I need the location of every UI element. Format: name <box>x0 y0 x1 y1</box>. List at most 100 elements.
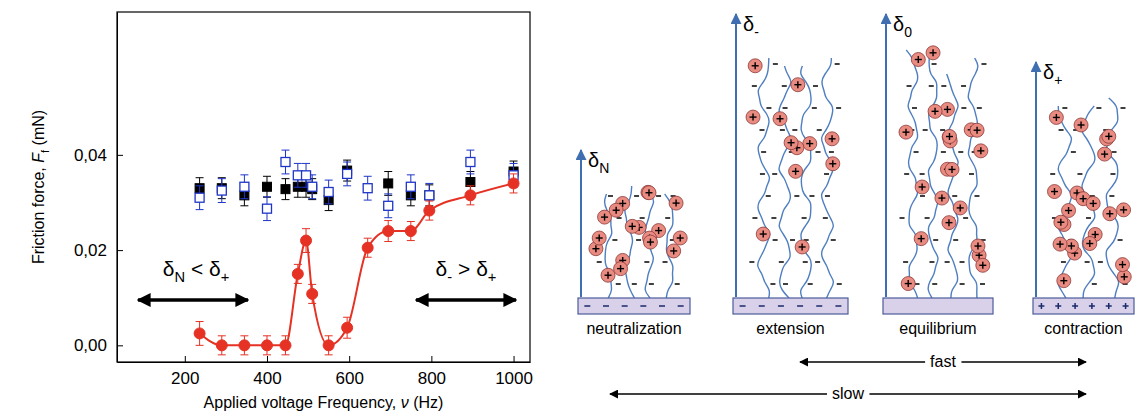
error-bar-cap <box>407 240 415 241</box>
x-tick-label: 1000 <box>495 369 533 388</box>
polymer-chain <box>928 50 938 298</box>
height-arrow <box>885 14 887 297</box>
chain-charge <box>780 129 785 131</box>
counter-ion <box>1083 237 1097 251</box>
ion-circle <box>915 180 929 194</box>
error-bar <box>364 176 372 200</box>
data-point <box>307 288 318 299</box>
counter-ion <box>795 240 809 254</box>
error-bar <box>384 172 392 196</box>
ion-circle <box>826 157 840 171</box>
chain-charge <box>783 107 788 109</box>
x-tick: 600 <box>335 356 363 388</box>
error-bar-cap <box>364 176 372 177</box>
ion-circle <box>953 201 967 215</box>
text-part: extension <box>756 320 825 337</box>
rate-label: slow <box>832 385 864 402</box>
error-bar <box>294 163 302 187</box>
ion-sign <box>795 168 796 175</box>
error-bar-cap <box>218 354 226 355</box>
error-bar-cap <box>343 160 351 161</box>
rate-arrow-group: fast <box>800 353 1086 370</box>
chain-charge <box>1059 129 1064 131</box>
counter-ion <box>914 232 928 246</box>
chain-charge <box>802 217 807 219</box>
ion-circle <box>825 132 839 146</box>
substrate-charge <box>816 305 822 307</box>
ion-circle <box>1054 215 1068 229</box>
substrate <box>883 298 993 314</box>
ion-sign <box>920 235 921 242</box>
ion-sign <box>947 106 948 113</box>
text-part: δ <box>1043 61 1054 83</box>
chain-charge <box>920 173 925 175</box>
data-point <box>262 204 271 213</box>
counter-ion <box>1103 207 1117 221</box>
ion-circle <box>773 112 787 126</box>
chain-charge <box>829 151 834 153</box>
chain-charge <box>1092 283 1097 285</box>
chain-charge <box>904 173 909 175</box>
substrate-charge <box>1074 303 1076 309</box>
chain-charge <box>760 129 765 131</box>
counter-ion <box>976 258 990 272</box>
counter-ion <box>1049 110 1063 124</box>
error-bar-cap <box>364 200 372 201</box>
chain-charge <box>1112 151 1117 153</box>
error-bar-cap <box>196 345 204 346</box>
polymer-chain <box>779 66 791 298</box>
substrate-charge <box>835 305 841 307</box>
counter-ion <box>911 53 925 67</box>
y-tick-mark <box>117 155 123 156</box>
ion-circle <box>935 191 949 205</box>
ion-sign <box>809 140 810 147</box>
counter-ion <box>935 191 949 205</box>
panel-caption: contraction <box>1044 320 1122 337</box>
data-point <box>466 178 475 187</box>
x-tick-mark <box>185 356 186 362</box>
y-axis-line <box>117 13 118 363</box>
error-bar <box>325 180 333 204</box>
counter-ion <box>915 180 929 194</box>
counter-ion <box>592 231 606 245</box>
ion-sign <box>790 139 791 146</box>
chain-charge <box>752 85 757 87</box>
annotation: δN < δ+ <box>163 257 230 285</box>
error-bar-cap <box>343 338 351 339</box>
chain-charge <box>923 129 928 131</box>
error-bar-cap <box>343 317 351 318</box>
panel: δ+contraction <box>1033 61 1134 337</box>
error-bar <box>281 150 289 174</box>
text-part: N <box>599 160 609 176</box>
data-point <box>363 184 372 193</box>
ion-sign <box>1122 261 1123 268</box>
text-part: ν <box>401 394 409 411</box>
chain-charge <box>823 217 828 219</box>
ion-circle <box>1117 270 1131 284</box>
chain-charge <box>980 283 985 285</box>
chain-charge <box>945 261 950 263</box>
x-axis-line <box>118 362 531 363</box>
panel: δ-extension <box>733 13 848 337</box>
ion-circle <box>1053 237 1067 251</box>
ion-circle <box>940 102 954 116</box>
ion-circle <box>976 258 990 272</box>
height-label: δ0 <box>893 13 912 40</box>
ion-sign <box>1060 219 1061 226</box>
chain-charge <box>961 107 966 109</box>
error-bar-cap <box>240 335 248 336</box>
substrate-charge <box>1108 303 1110 309</box>
error-bar-cap <box>281 354 289 355</box>
chain-charge <box>981 63 986 65</box>
text-part: neutralization <box>586 320 681 337</box>
chain-charge <box>963 217 968 219</box>
ion-sign <box>908 280 909 287</box>
ion-sign <box>763 231 764 238</box>
ion-sign <box>1054 188 1055 195</box>
ion-sign <box>801 243 802 250</box>
error-bar-cap <box>294 163 302 164</box>
height-arrow <box>1035 62 1037 297</box>
chain-charge <box>794 195 799 197</box>
chain-charge <box>914 151 919 153</box>
x-tick-mark <box>349 356 350 362</box>
